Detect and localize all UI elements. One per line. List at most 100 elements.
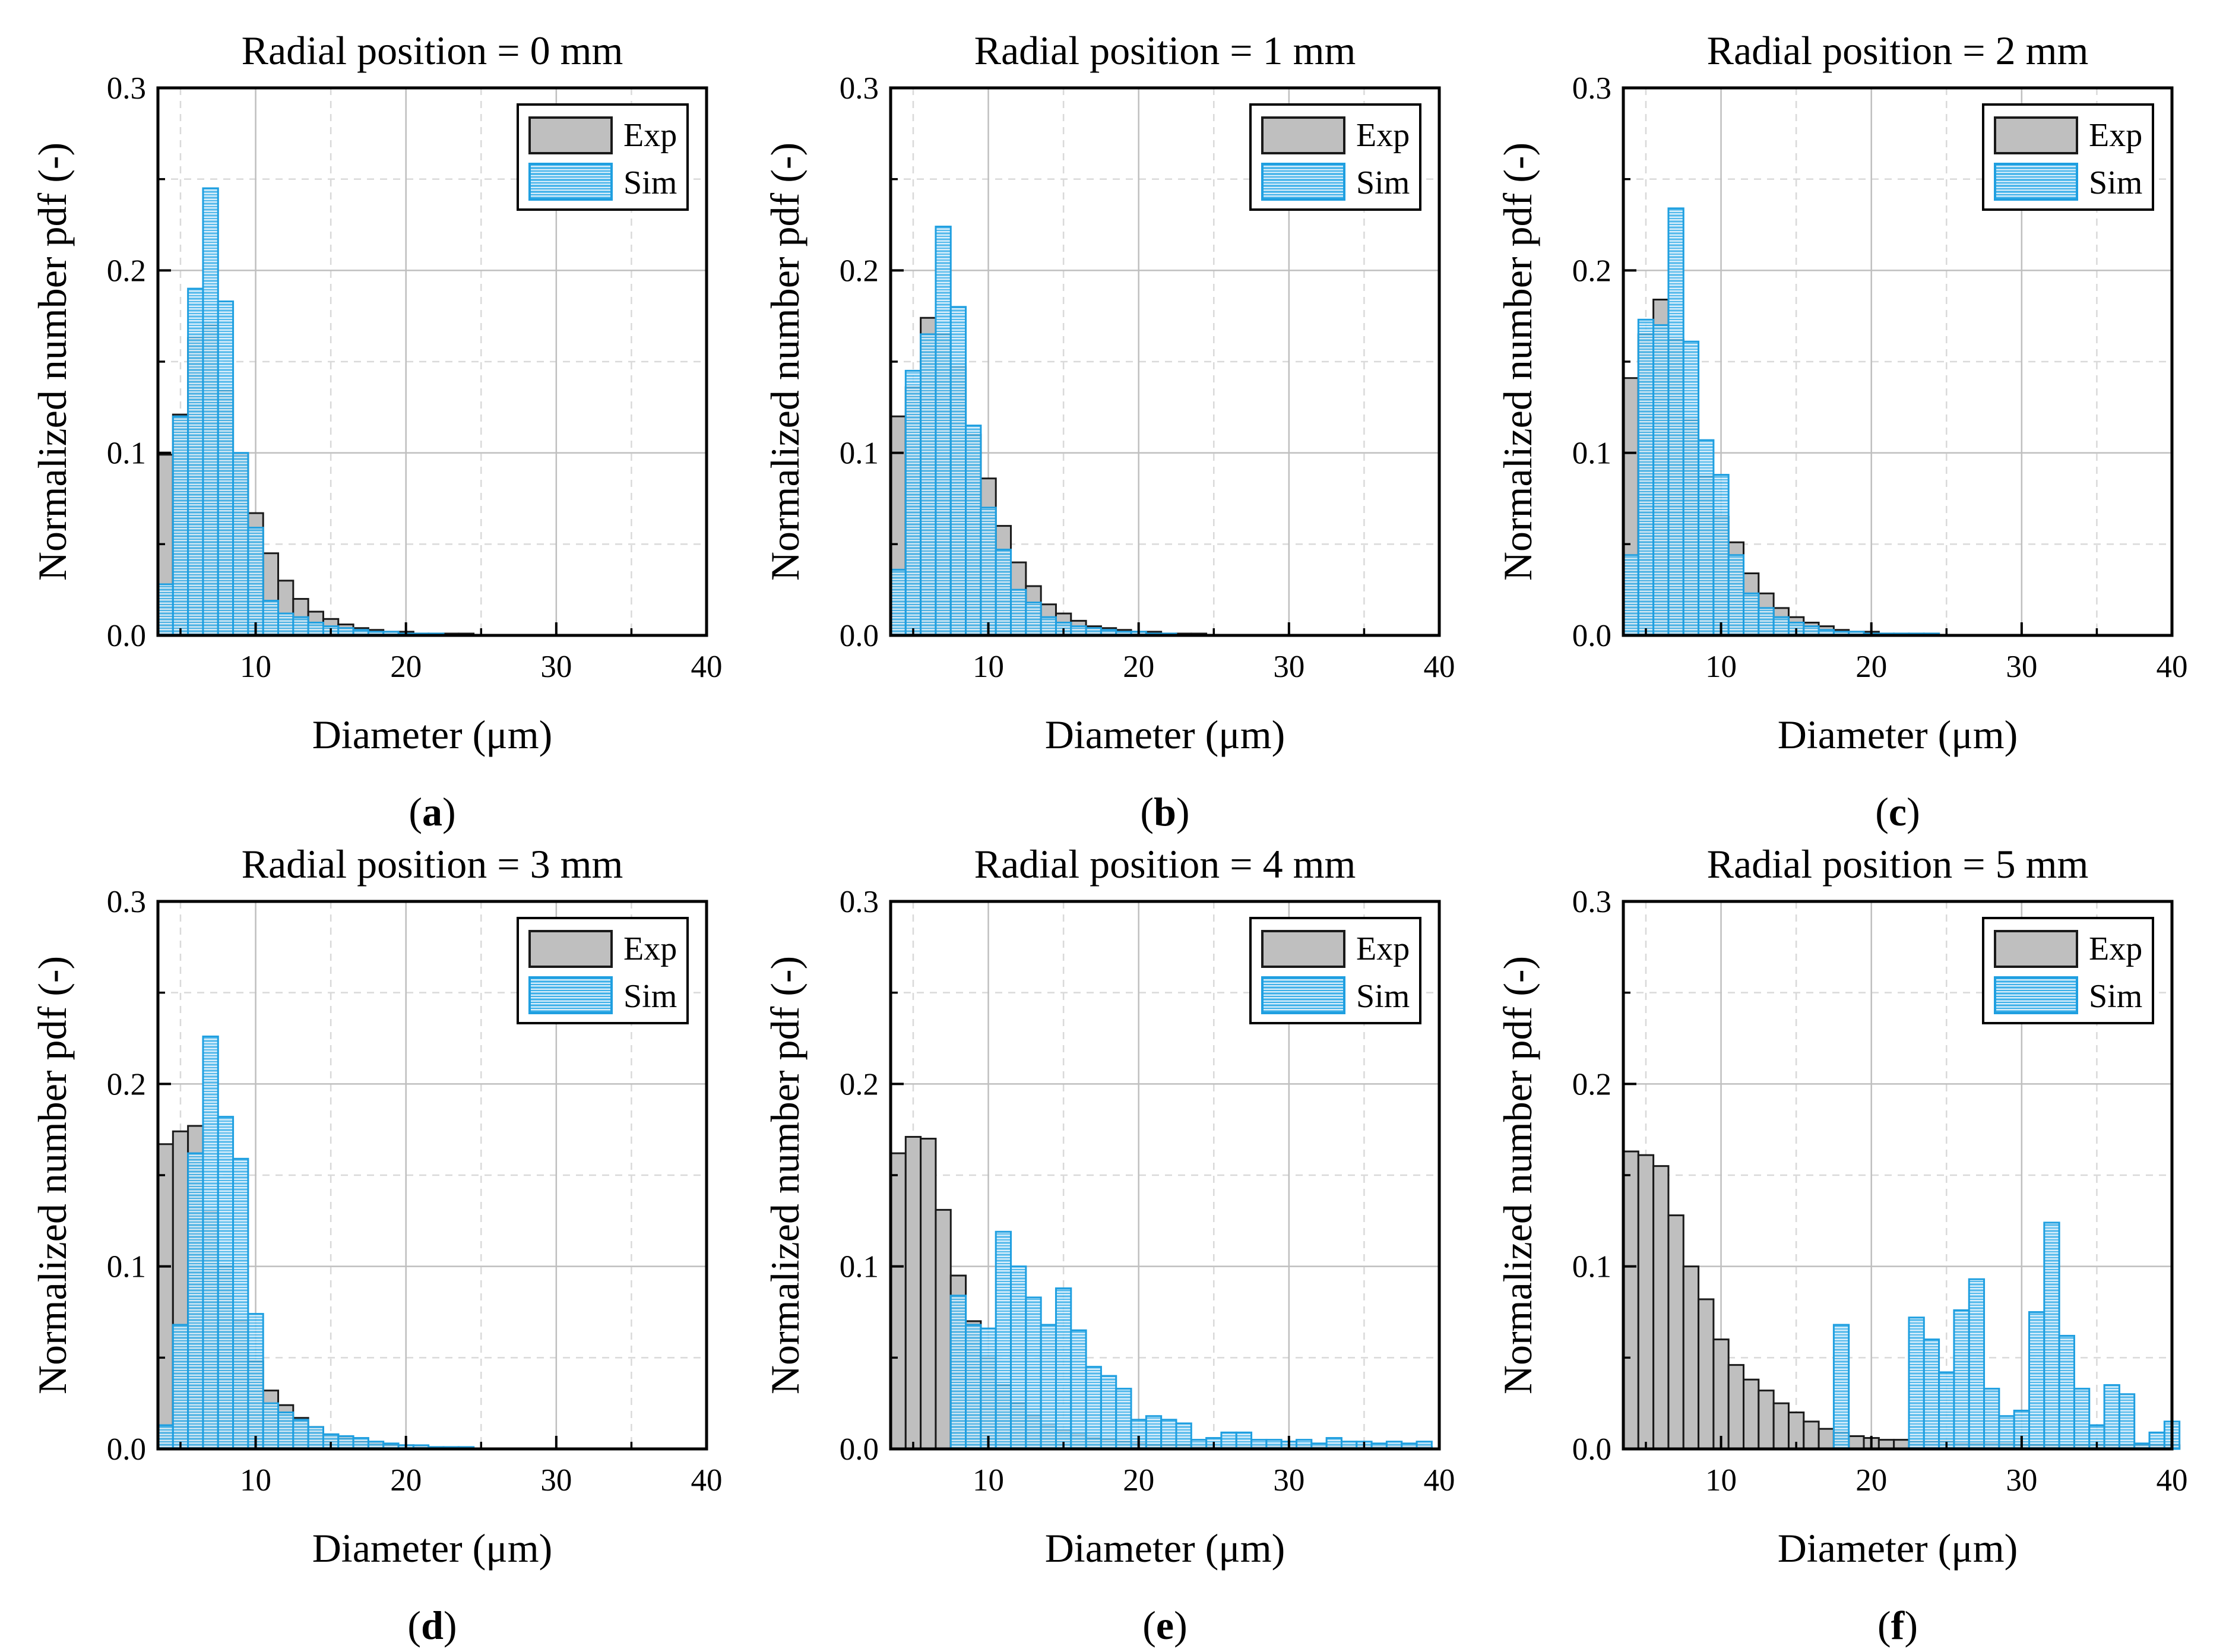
- sim-bar: [1040, 1324, 1057, 1450]
- y-tick-label: 0.1: [1572, 436, 1611, 471]
- sim-bar: [1682, 340, 1700, 637]
- panel-label: (c): [1875, 789, 1920, 834]
- exp-bar: [1667, 1214, 1684, 1450]
- sim-bar: [247, 1313, 264, 1450]
- y-tick-label: 0.2: [1572, 254, 1611, 288]
- sim-bar: [889, 568, 907, 637]
- x-tick-label: 30: [1273, 1463, 1304, 1498]
- sim-bar: [1637, 318, 1655, 637]
- panel-label: (a): [409, 789, 455, 834]
- sim-bar: [1743, 592, 1760, 637]
- y-tick-label: 0.1: [107, 1250, 146, 1284]
- legend-label-sim: Sim: [2089, 164, 2142, 201]
- sim-bar: [995, 549, 1012, 637]
- sim-bar: [1025, 602, 1042, 637]
- sim-bar: [949, 306, 967, 637]
- y-axis-label: Normalized number pdf (-): [1495, 143, 1540, 581]
- sim-bar: [2118, 1393, 2136, 1450]
- legend-swatch-exp: [1261, 930, 1345, 968]
- sim-bar: [2043, 1221, 2060, 1450]
- legend: Exp Sim: [517, 917, 689, 1024]
- panel-label: (e): [1142, 1603, 1188, 1648]
- sim-bar: [337, 1435, 354, 1450]
- exp-bar: [1622, 1150, 1639, 1450]
- sim-bar: [157, 583, 174, 637]
- sim-bar: [202, 1035, 219, 1450]
- sim-bar: [1010, 1265, 1027, 1450]
- legend-label-sim: Sim: [623, 978, 677, 1015]
- y-tick-label: 0.1: [840, 1250, 879, 1284]
- sim-bar: [2058, 1334, 2075, 1450]
- exp-bar: [904, 1135, 922, 1450]
- x-tick-label: 30: [2006, 1463, 2037, 1498]
- y-axis-label: Normalized number pdf (-): [762, 956, 808, 1394]
- y-tick-label: 0.0: [1572, 1432, 1611, 1467]
- legend: Exp Sim: [1249, 917, 1421, 1024]
- y-tick-label: 0.0: [1572, 619, 1611, 653]
- x-axis-label: Diameter (μm): [1778, 1526, 2018, 1571]
- legend-label-sim: Sim: [2089, 978, 2142, 1015]
- sim-bar: [1968, 1278, 1986, 1450]
- x-tick-label: 10: [240, 650, 271, 684]
- panel-label-open: (: [1877, 1603, 1891, 1648]
- sim-bar: [292, 1419, 309, 1450]
- x-tick-label: 40: [1424, 650, 1455, 684]
- exp-bar: [935, 1208, 952, 1450]
- x-tick-label: 30: [2006, 650, 2037, 684]
- legend-label-exp: Exp: [1356, 117, 1410, 154]
- sim-bar: [1025, 1296, 1042, 1450]
- legend-swatch-sim: [1994, 163, 2078, 201]
- sim-bar: [262, 1402, 280, 1450]
- y-tick-label: 0.1: [840, 436, 879, 471]
- panel-label-close: ): [1904, 1603, 1918, 1648]
- sim-bar: [307, 1426, 324, 1450]
- legend: Exp Sim: [1982, 103, 2154, 211]
- panel-label-close: ): [442, 789, 456, 834]
- x-tick-label: 40: [691, 1463, 723, 1498]
- y-tick-label: 0.2: [107, 254, 146, 288]
- chart-title: Radial position = 2 mm: [1707, 28, 2089, 73]
- sim-bar: [2073, 1388, 2091, 1450]
- legend-swatch-sim: [1261, 163, 1345, 201]
- chart-title: Radial position = 1 mm: [974, 28, 1356, 73]
- sim-bar: [1923, 1338, 1940, 1450]
- sim-bar: [277, 612, 295, 637]
- sim-bar: [1652, 324, 1670, 637]
- sim-bar: [1622, 554, 1639, 637]
- y-tick-label: 0.3: [840, 71, 879, 106]
- sim-bar: [1055, 1287, 1072, 1450]
- y-axis-label: Normalized number pdf (-): [1495, 956, 1540, 1394]
- exp-bar: [1848, 1435, 1865, 1450]
- sim-bar: [157, 1424, 174, 1450]
- y-tick-label: 0.0: [840, 1432, 879, 1467]
- exp-bar: [1727, 1364, 1745, 1450]
- legend-swatch-exp: [528, 116, 613, 154]
- exp-bar: [1758, 1390, 1775, 1450]
- exp-bar: [889, 1152, 907, 1450]
- x-axis-label: Diameter (μm): [1778, 712, 2018, 757]
- y-tick-label: 0.3: [1572, 885, 1611, 919]
- panel-label-close: ): [1907, 789, 1920, 834]
- sim-bar: [980, 1327, 997, 1450]
- sim-bar: [1667, 207, 1684, 637]
- sim-bar: [980, 507, 997, 637]
- y-tick-label: 0.2: [1572, 1067, 1611, 1102]
- x-tick-label: 40: [691, 650, 723, 684]
- panel-label-letter: b: [1154, 789, 1176, 834]
- chart-title: Radial position = 0 mm: [242, 28, 623, 73]
- x-axis-label: Diameter (μm): [1045, 712, 1285, 757]
- sim-bar: [1712, 474, 1730, 637]
- exp-bar: [1698, 1298, 1715, 1450]
- x-tick-label: 20: [390, 1463, 422, 1498]
- sim-bar: [232, 1157, 249, 1450]
- x-tick-label: 40: [2157, 650, 2188, 684]
- x-tick-label: 20: [390, 650, 422, 684]
- panel-f: 10 20 30 40 0.0 0.1 0.2 0.3 Diameter (μm) Normali…: [1495, 841, 2188, 1648]
- legend-swatch-sim: [1261, 976, 1345, 1014]
- sim-bar: [920, 333, 937, 637]
- x-tick-label: 20: [1855, 650, 1887, 684]
- sim-bar: [217, 300, 235, 637]
- x-axis-label: Diameter (μm): [1045, 1526, 1285, 1571]
